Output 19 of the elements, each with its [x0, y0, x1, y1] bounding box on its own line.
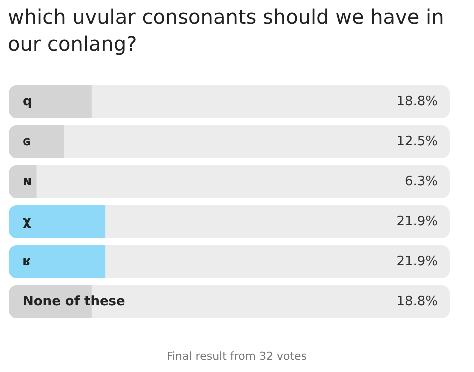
y-tick-label: ɢ: [23, 134, 32, 150]
data-label: 18.8%: [396, 294, 438, 310]
y-tick-label: ʁ: [23, 254, 32, 270]
bar: [9, 246, 106, 278]
data-label: 18.8%: [396, 94, 438, 110]
data-label: 21.9%: [396, 214, 438, 230]
chart-title: which uvular consonants should we have in our conlang?: [8, 4, 446, 58]
bar: [9, 166, 37, 198]
y-tick-label: None of these: [23, 294, 126, 310]
data-label: 12.5%: [396, 134, 438, 150]
bar: [9, 86, 92, 118]
y-tick-label: ɴ: [23, 174, 32, 190]
data-label: 21.9%: [396, 254, 438, 270]
bar: [9, 126, 64, 158]
data-label: 6.3%: [404, 174, 438, 190]
y-tick-label: q: [23, 94, 32, 110]
text: Final result from 32 votes: [166, 350, 308, 363]
bar: [9, 206, 106, 238]
y-tick-label: χ: [23, 214, 32, 230]
